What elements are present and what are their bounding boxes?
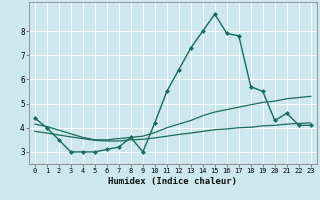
X-axis label: Humidex (Indice chaleur): Humidex (Indice chaleur) <box>108 177 237 186</box>
